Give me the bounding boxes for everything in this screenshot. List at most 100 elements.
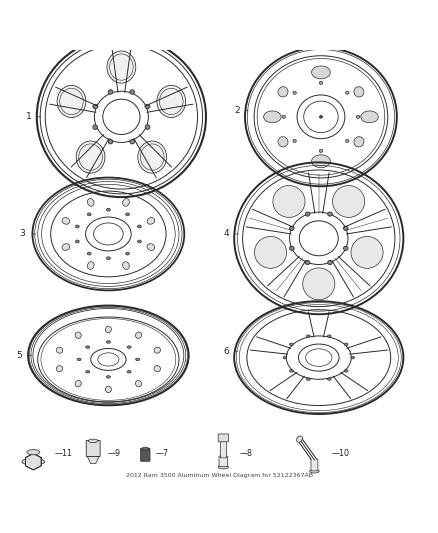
Ellipse shape [138,240,141,243]
Ellipse shape [76,141,105,173]
Ellipse shape [135,381,141,387]
Ellipse shape [106,341,110,343]
Ellipse shape [106,386,111,393]
Ellipse shape [87,252,91,255]
Ellipse shape [87,213,91,216]
Ellipse shape [328,261,332,264]
Ellipse shape [254,237,286,268]
Ellipse shape [57,347,63,353]
Ellipse shape [343,246,348,251]
Polygon shape [25,454,41,470]
Ellipse shape [75,332,81,338]
Ellipse shape [290,343,293,345]
Ellipse shape [142,447,149,450]
Ellipse shape [361,111,378,123]
Ellipse shape [310,470,319,473]
Ellipse shape [303,268,335,300]
FancyBboxPatch shape [86,440,100,457]
Text: 2012 Ram 3500 Aluminum Wheel Diagram for 52122367AB: 2012 Ram 3500 Aluminum Wheel Diagram for… [126,473,312,478]
Ellipse shape [327,335,331,337]
Text: —11: —11 [54,449,72,458]
Ellipse shape [264,111,281,123]
Ellipse shape [344,369,348,372]
FancyBboxPatch shape [311,459,318,471]
Ellipse shape [307,335,310,337]
Ellipse shape [154,366,160,372]
Text: —8: —8 [240,449,253,458]
Ellipse shape [107,51,136,83]
Text: 2: 2 [234,106,240,115]
Ellipse shape [311,66,330,79]
Ellipse shape [328,212,332,216]
Ellipse shape [138,141,166,173]
Ellipse shape [138,225,141,228]
Text: 1: 1 [26,112,32,122]
Ellipse shape [57,85,86,117]
Ellipse shape [108,140,113,144]
Ellipse shape [305,261,310,264]
Ellipse shape [127,346,131,349]
Polygon shape [87,456,99,464]
Ellipse shape [311,155,330,168]
Ellipse shape [22,458,45,465]
Ellipse shape [123,198,129,206]
Ellipse shape [88,262,94,269]
FancyBboxPatch shape [220,439,226,458]
Text: 6: 6 [223,346,229,356]
Ellipse shape [130,140,134,144]
Ellipse shape [106,208,110,211]
Ellipse shape [77,358,81,361]
Ellipse shape [357,115,360,118]
Ellipse shape [86,346,90,349]
Ellipse shape [351,237,383,268]
Ellipse shape [346,91,349,94]
Ellipse shape [307,378,310,381]
Ellipse shape [351,357,354,359]
FancyBboxPatch shape [218,434,229,442]
Ellipse shape [319,149,323,152]
Ellipse shape [218,465,229,469]
Ellipse shape [106,257,110,260]
Ellipse shape [147,217,155,224]
Text: —9: —9 [107,449,120,458]
Ellipse shape [346,139,349,142]
Text: 4: 4 [223,230,229,238]
Ellipse shape [75,240,79,243]
Text: —10: —10 [332,449,350,458]
Ellipse shape [319,82,323,84]
Ellipse shape [75,225,79,228]
Ellipse shape [344,343,348,345]
Ellipse shape [154,347,160,353]
Ellipse shape [136,358,140,361]
Ellipse shape [93,125,98,130]
Ellipse shape [145,104,150,109]
Ellipse shape [62,244,70,251]
Ellipse shape [135,332,141,338]
Text: —7: —7 [155,449,169,458]
Ellipse shape [354,87,364,97]
Ellipse shape [293,91,297,94]
Ellipse shape [290,369,293,372]
Ellipse shape [297,436,302,442]
Ellipse shape [126,213,130,216]
Ellipse shape [293,139,297,142]
Ellipse shape [27,449,40,455]
Ellipse shape [93,104,98,109]
Text: 3: 3 [19,230,25,238]
Ellipse shape [75,381,81,387]
Ellipse shape [57,366,63,372]
Ellipse shape [108,90,113,94]
Ellipse shape [354,136,364,147]
Ellipse shape [88,439,98,442]
FancyBboxPatch shape [219,456,228,466]
Ellipse shape [106,376,110,378]
Ellipse shape [343,226,348,230]
FancyBboxPatch shape [141,448,150,461]
Ellipse shape [62,217,70,224]
Ellipse shape [157,85,186,117]
Ellipse shape [327,378,331,381]
Ellipse shape [130,90,134,94]
Ellipse shape [88,198,94,206]
Ellipse shape [147,244,155,251]
Ellipse shape [332,185,365,217]
